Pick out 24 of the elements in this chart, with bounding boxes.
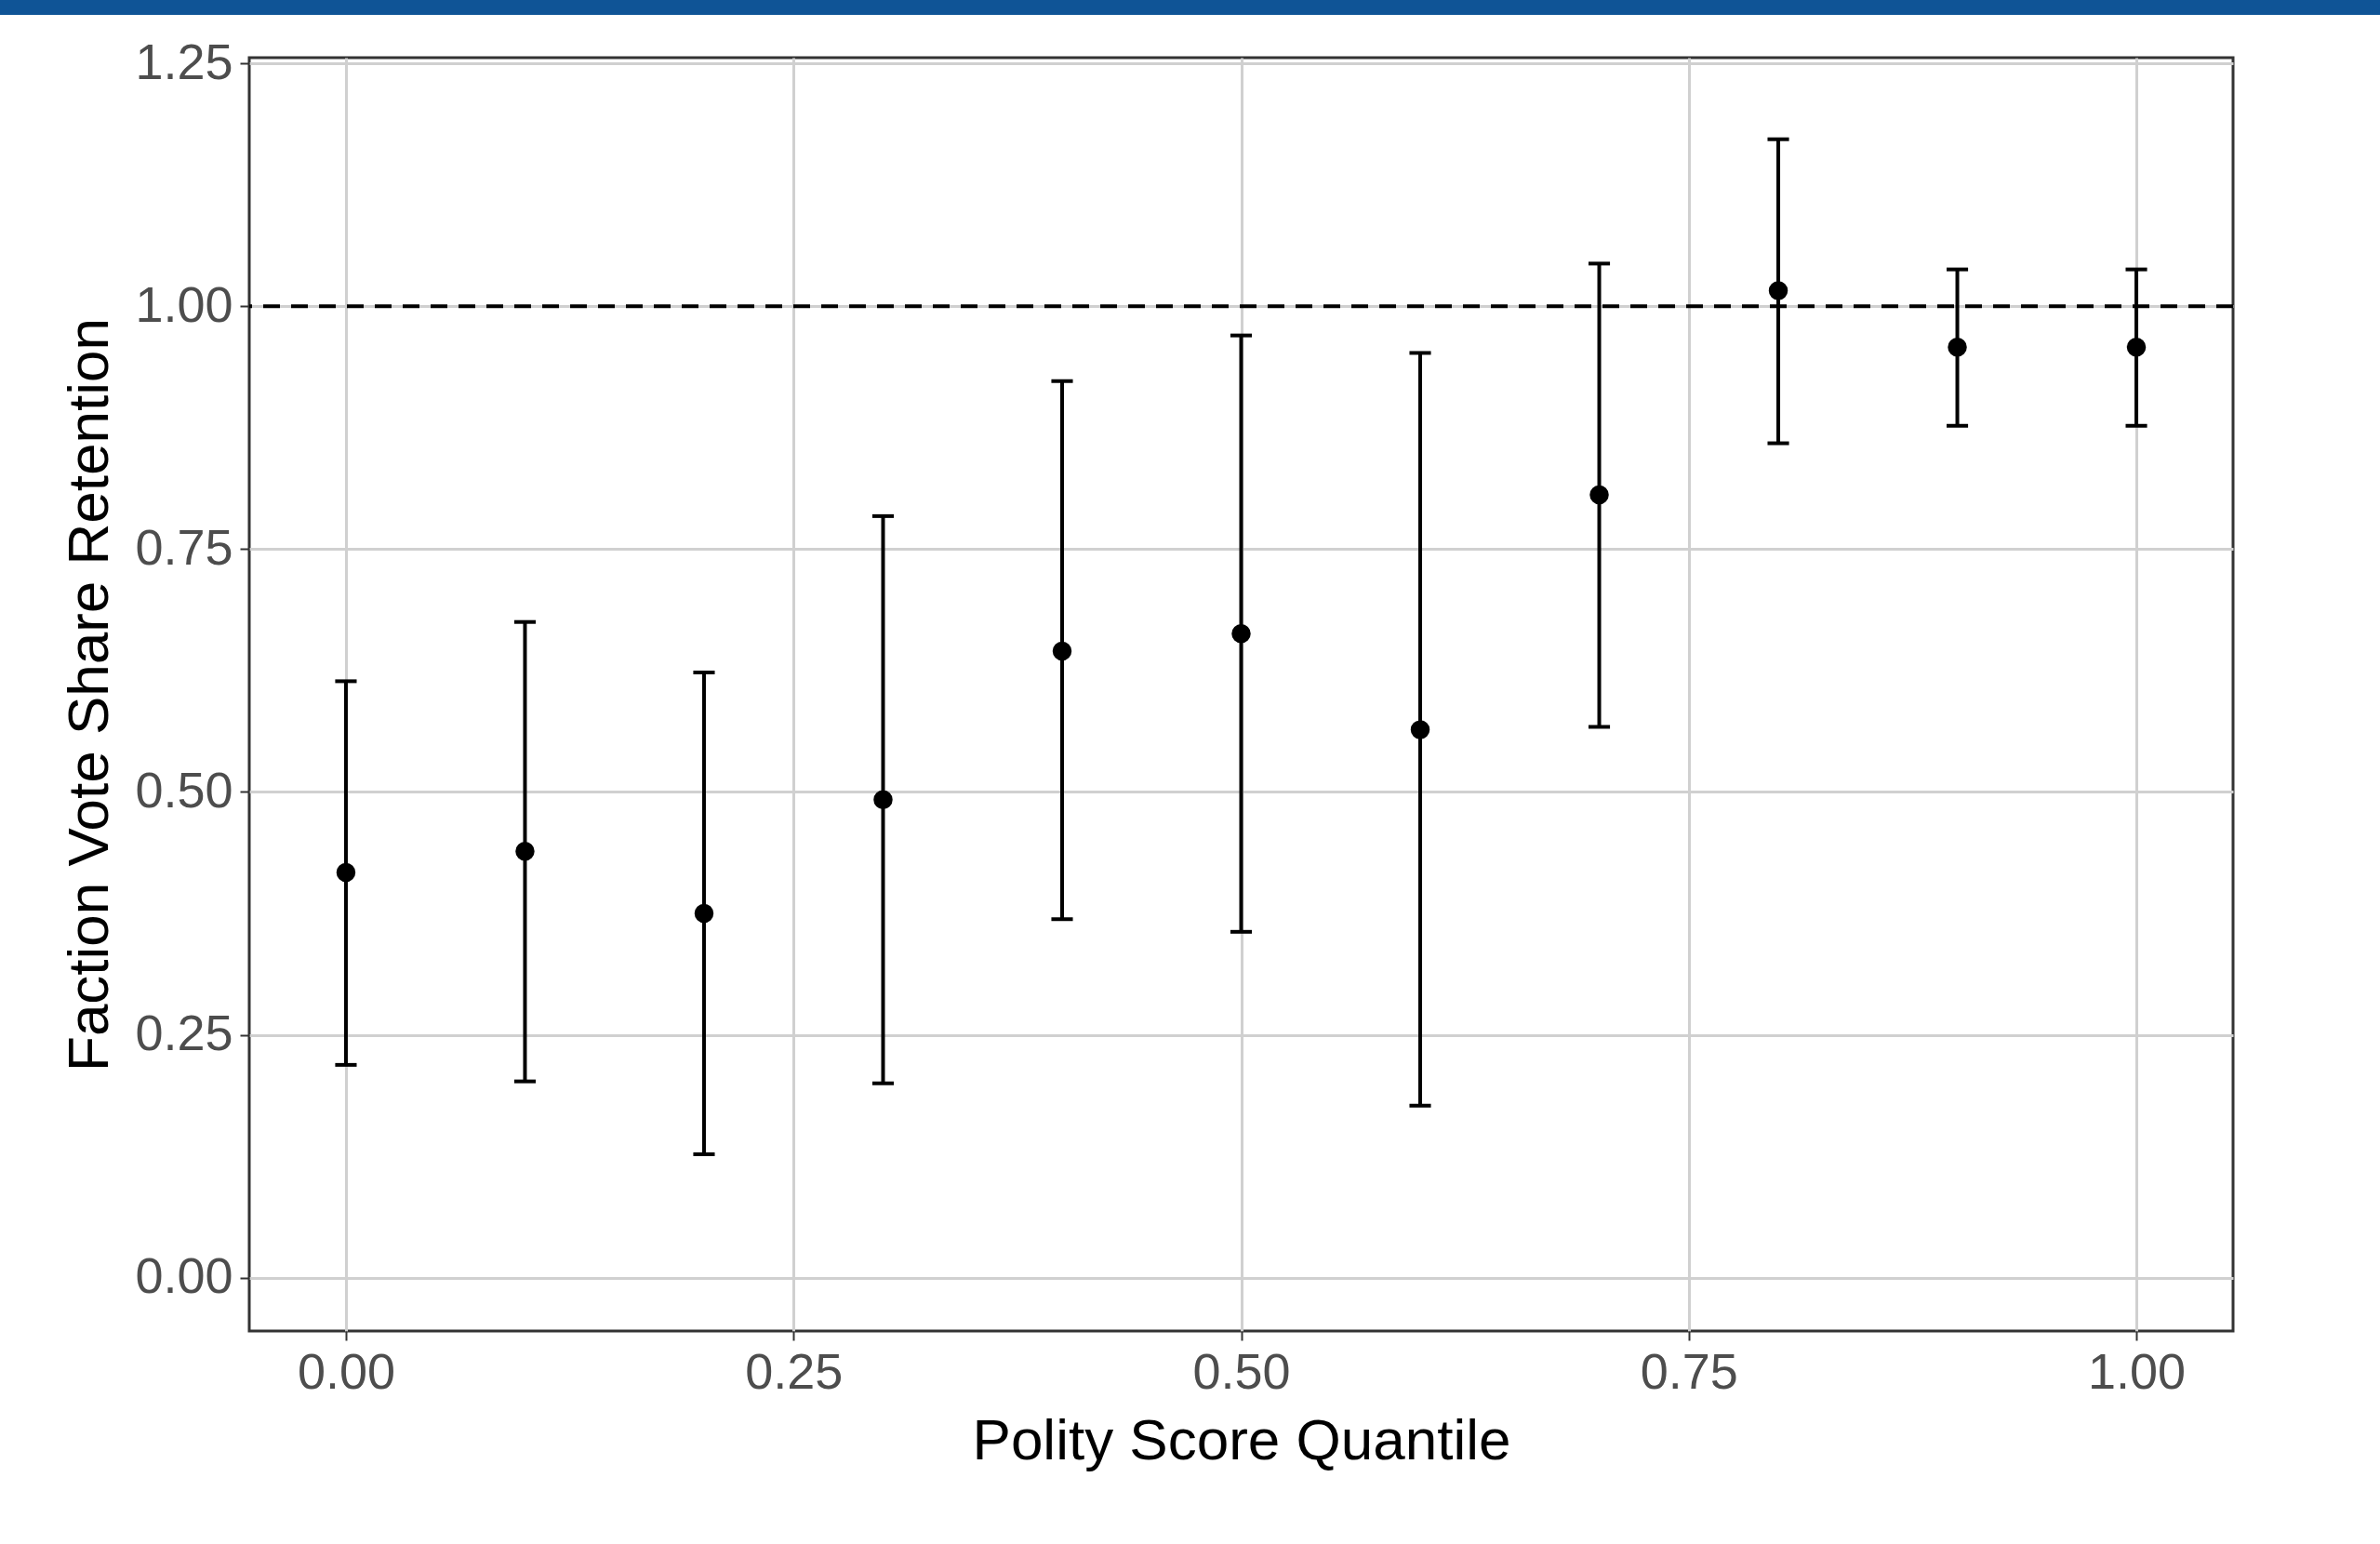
point xyxy=(2126,337,2147,357)
y-tick-label: 1.00 xyxy=(135,275,233,332)
y-axis-title: Faction Vote Share Retention xyxy=(56,318,121,1071)
x-tick-label: 0.75 xyxy=(1640,1342,1738,1399)
point xyxy=(1948,337,1967,357)
y-tick-label: 0.25 xyxy=(135,1005,233,1061)
point xyxy=(1052,641,1072,661)
y-tick-label: 0.00 xyxy=(135,1247,233,1304)
point xyxy=(1768,281,1788,300)
x-tick-label: 0.00 xyxy=(297,1342,396,1399)
point xyxy=(1231,624,1251,644)
point xyxy=(515,841,535,861)
point xyxy=(336,862,356,883)
y-tick-label: 0.50 xyxy=(135,761,233,818)
point xyxy=(1410,720,1430,739)
point xyxy=(694,903,714,924)
point xyxy=(873,790,893,810)
x-tick-label: 0.25 xyxy=(745,1342,844,1399)
x-axis-title: Polity Score Quantile xyxy=(972,1406,1511,1471)
x-tick-label: 0.50 xyxy=(1192,1342,1291,1399)
y-tick-label: 1.25 xyxy=(135,33,233,89)
y-tick-label: 0.75 xyxy=(135,518,233,575)
x-tick-label: 1.00 xyxy=(2087,1342,2187,1399)
point xyxy=(1589,485,1609,505)
